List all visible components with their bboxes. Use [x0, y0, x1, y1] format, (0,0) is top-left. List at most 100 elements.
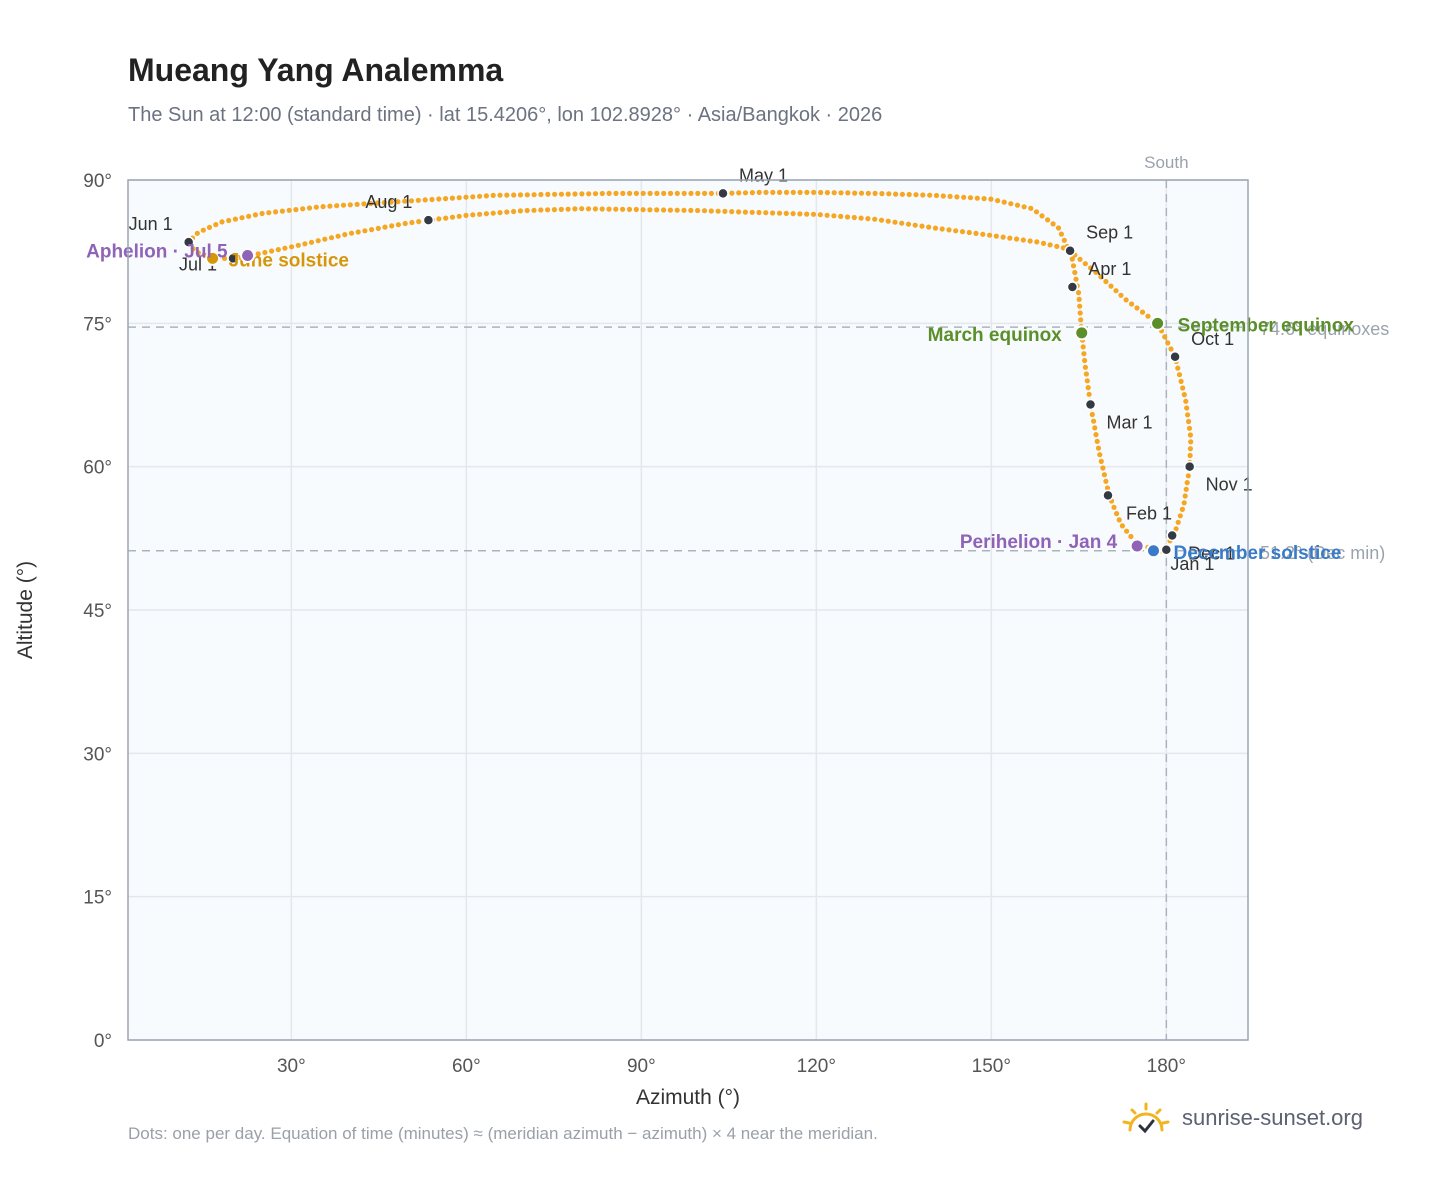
- daily-dot: [221, 255, 228, 261]
- daily-dot: [456, 195, 462, 201]
- x-axis-label: Azimuth (°): [636, 1086, 740, 1109]
- month-marker: [227, 252, 239, 265]
- daily-dot: [695, 207, 701, 214]
- daily-dot: [375, 225, 381, 231]
- event-label: Perihelion · Jan 4: [960, 532, 1118, 553]
- event-marker: [205, 250, 221, 266]
- event-marker: [1146, 543, 1161, 559]
- daily-dot: [592, 206, 599, 212]
- daily-dot: [239, 215, 245, 221]
- daily-dot: [531, 207, 537, 213]
- daily-dot: [395, 199, 401, 205]
- daily-dot: [402, 198, 408, 204]
- daily-dot: [449, 195, 455, 201]
- daily-dot: [932, 225, 939, 231]
- daily-dot: [545, 191, 551, 197]
- daily-dot: [790, 189, 796, 195]
- daily-dot: [565, 206, 571, 212]
- daily-dot: [879, 191, 885, 197]
- daily-dot: [797, 189, 803, 195]
- daily-dot: [1091, 418, 1097, 424]
- daily-dot: [538, 207, 544, 213]
- month-label: Mar 1: [1107, 413, 1153, 433]
- daily-dot: [1103, 478, 1109, 484]
- daily-dot: [552, 191, 558, 197]
- daily-dot: [824, 212, 830, 218]
- daily-dot: [538, 191, 544, 198]
- daily-dot: [1034, 239, 1040, 245]
- daily-dot: [1165, 340, 1171, 346]
- daily-dot: [831, 190, 837, 196]
- event-label: June solstice: [229, 250, 349, 271]
- daily-dot: [255, 251, 261, 257]
- daily-dot: [1128, 533, 1134, 540]
- daily-dot: [531, 192, 537, 198]
- brand[interactable]: sunrise-sunset.org: [1120, 1100, 1363, 1136]
- daily-dot: [702, 190, 708, 196]
- month-marker: [717, 187, 729, 200]
- daily-dot: [1104, 485, 1111, 491]
- daily-dot: [327, 203, 333, 209]
- daily-dot: [667, 207, 674, 213]
- month-label: Nov 1: [1206, 475, 1253, 495]
- event-label: September equinox: [1178, 315, 1355, 336]
- daily-dot: [783, 210, 789, 216]
- daily-dot: [362, 228, 368, 234]
- daily-dot: [729, 190, 735, 196]
- daily-dot: [919, 223, 925, 229]
- analemma-path: [186, 189, 1194, 554]
- daily-dot: [954, 194, 960, 200]
- daily-dot: [1187, 432, 1193, 438]
- daily-dot: [1097, 452, 1103, 458]
- daily-dot: [756, 189, 762, 195]
- daily-dot: [456, 213, 462, 219]
- month-label: Dec 1: [1188, 543, 1235, 563]
- daily-dot: [415, 197, 421, 203]
- daily-dot: [335, 233, 341, 239]
- month-marker: [1066, 281, 1079, 293]
- event-label: December solstice: [1174, 543, 1342, 564]
- x-tick-label: 90°: [627, 1056, 656, 1077]
- daily-dot: [1185, 412, 1191, 418]
- daily-dot: [313, 204, 319, 210]
- daily-dot: [817, 212, 823, 218]
- daily-dot: [1033, 209, 1040, 215]
- daily-dot: [1176, 372, 1183, 378]
- daily-dot: [517, 208, 524, 214]
- daily-dot: [1092, 425, 1098, 431]
- footnote: Dots: one per day. Equation of time (min…: [128, 1124, 878, 1143]
- daily-dot: [1183, 486, 1189, 492]
- daily-dot: [443, 196, 449, 202]
- daily-dot: [1094, 438, 1100, 444]
- daily-dot: [831, 213, 837, 219]
- daily-dot: [1076, 296, 1082, 302]
- daily-dot: [647, 190, 653, 196]
- month-marker: [182, 236, 195, 248]
- y-tick-label: 0°: [94, 1031, 112, 1052]
- daily-dot: [1078, 317, 1084, 323]
- month-label: Oct 1: [1191, 329, 1234, 349]
- daily-dot: [620, 206, 626, 212]
- daily-dot: [262, 249, 268, 256]
- daily-dot: [1179, 506, 1185, 512]
- daily-dot: [490, 210, 496, 216]
- daily-dot: [940, 193, 946, 199]
- daily-dot: [483, 211, 489, 217]
- daily-dot: [579, 191, 585, 197]
- daily-dot: [348, 230, 355, 236]
- daily-dot: [790, 211, 796, 217]
- meridian-label: South: [1144, 153, 1188, 172]
- month-marker: [1102, 489, 1114, 502]
- daily-dot: [545, 207, 551, 213]
- daily-dot: [1183, 398, 1189, 404]
- daily-dot: [275, 247, 281, 253]
- daily-dot: [477, 193, 483, 199]
- daily-dot: [279, 208, 285, 214]
- daily-dot: [810, 211, 817, 217]
- daily-dot: [1054, 243, 1060, 249]
- daily-dot: [1108, 283, 1114, 289]
- month-marker: [1166, 529, 1178, 542]
- daily-dot: [905, 221, 912, 227]
- daily-dot: [776, 210, 783, 216]
